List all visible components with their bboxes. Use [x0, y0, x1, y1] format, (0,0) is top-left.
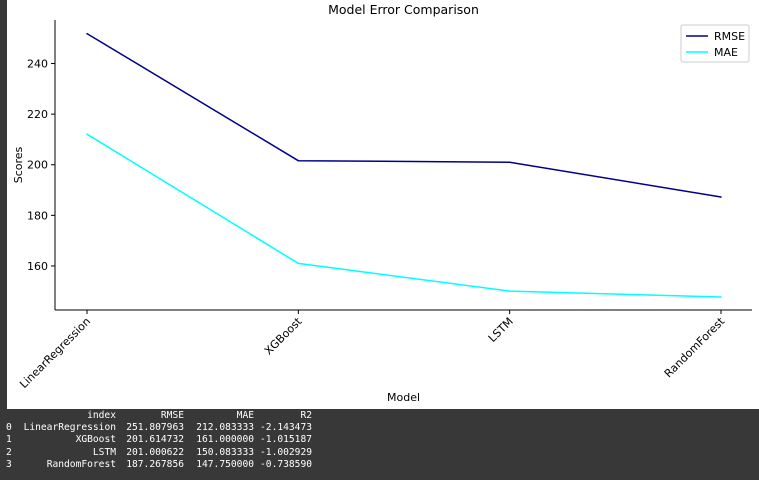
chart-title: Model Error Comparison [328, 2, 479, 17]
table-row: 3 RandomForest 187.267856 147.750000 -0.7385… [0, 459, 759, 471]
table-cell: 212.083333 [196, 422, 254, 434]
row-index: 1 [6, 434, 12, 446]
table-cell: 161.000000 [196, 434, 254, 446]
dataframe-output: index RMSE MAE R2 0 LinearRegression 251.80796… [0, 409, 759, 480]
y-tick-label: 240 [27, 58, 48, 71]
series-line-rmse [86, 32, 722, 198]
series-line-mae [86, 133, 722, 298]
table-cell: R2 [300, 410, 312, 421]
chart-figure: 160 180 200 220 240 LinearRegression XGBoost LS… [7, 0, 759, 409]
y-tick-label: 160 [27, 260, 48, 273]
row-index: 3 [6, 458, 12, 470]
table-cell: -1.015187 [260, 434, 312, 446]
y-tick-label: 200 [27, 159, 48, 172]
table-cell: -2.143473 [260, 422, 312, 434]
table-cell: 201.614732 [126, 434, 184, 446]
table-cell: LSTM [92, 446, 116, 458]
table-cell: 187.267856 [126, 458, 184, 470]
data-point-rmse [86, 32, 88, 35]
y-tick-label: 220 [27, 108, 48, 121]
row-index: 0 [6, 422, 12, 434]
table-row: 1 XGBoost 201.614732 161.000000 -1.015187 [0, 434, 759, 446]
data-point-rmse [720, 196, 722, 198]
table-row: 0 LinearRegression 251.807963 212.083333 -2.… [0, 422, 759, 434]
table-header: index RMSE MAE R2 [0, 410, 759, 422]
row-index: 2 [6, 446, 12, 458]
table-cell: -1.002929 [260, 446, 312, 458]
table-cell: MAE [236, 410, 254, 421]
table-cell: 147.750000 [196, 458, 254, 470]
data-point-mae [86, 133, 88, 135]
table-cell: 201.000622 [126, 446, 184, 458]
x-axis-label: Model [387, 391, 420, 404]
table-cell: -0.738590 [260, 458, 312, 470]
table-cell: 251.807963 [126, 422, 184, 434]
line-chart: 160 180 200 220 240 LinearRegression XGBoost LS… [12, 2, 752, 404]
data-point-mae [297, 262, 300, 265]
legend-label-mae: MAE [714, 46, 738, 59]
x-tick-label: LinearRegression [17, 315, 93, 391]
table-cell: 150.083333 [196, 446, 254, 458]
y-tick-label: 180 [27, 209, 48, 222]
data-point-rmse [508, 161, 511, 163]
table-cell: LinearRegression [23, 422, 116, 434]
data-point-mae [720, 296, 722, 298]
table-cell: XGBoost [75, 434, 116, 446]
x-tick-label: XGBoost [262, 314, 305, 357]
table-cell: RMSE [160, 410, 184, 421]
table-cell: index [87, 410, 116, 421]
table-row: 2 LSTM 201.000622 150.083333 -1.002929 [0, 447, 759, 459]
data-point-mae [508, 290, 511, 292]
x-tick-label: LSTM [486, 315, 516, 345]
x-tick-label: RandomForest [662, 314, 728, 380]
data-point-rmse [297, 159, 300, 162]
y-axis-label: Scores [12, 146, 25, 183]
table-cell: RandomForest [46, 458, 116, 470]
legend-label-rmse: RMSE [714, 30, 745, 43]
